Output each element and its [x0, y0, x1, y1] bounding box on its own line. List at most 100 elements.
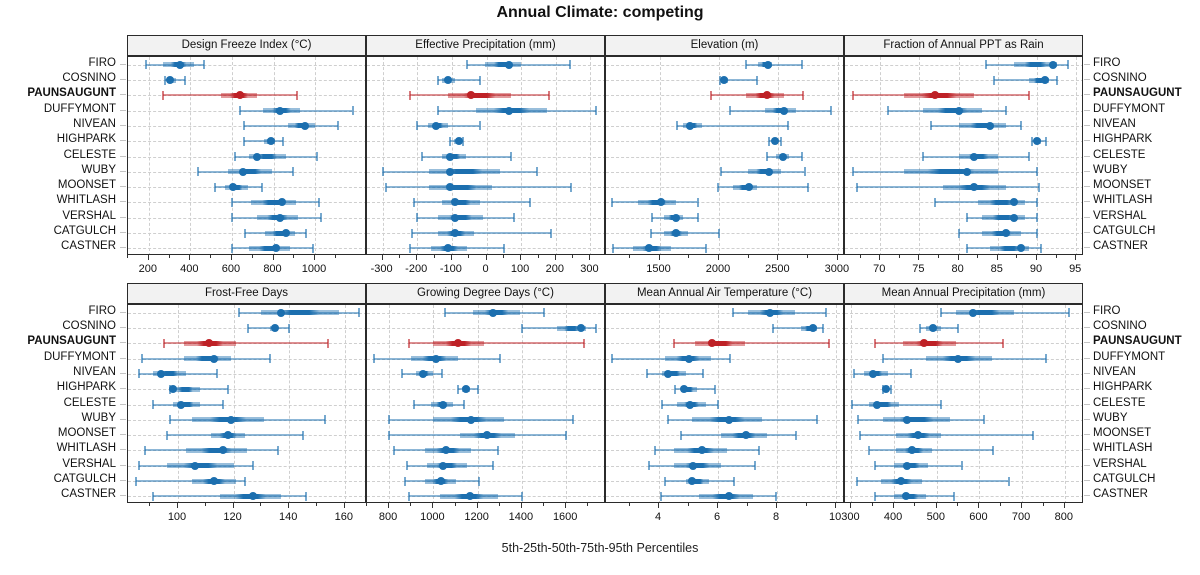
- cap-95th: [829, 106, 832, 116]
- median-dot: [419, 369, 428, 378]
- gridline-v: [590, 57, 592, 254]
- cap-95th: [992, 445, 995, 455]
- iqr-band-25-75: [484, 62, 522, 68]
- cap-95th: [714, 384, 717, 394]
- x-tick-label: 300: [580, 263, 599, 275]
- cap-5th: [135, 476, 138, 486]
- cap-95th: [733, 476, 736, 486]
- site-label-left-nivean: NIVEAN: [73, 365, 116, 378]
- cap-95th: [728, 354, 731, 364]
- cap-95th: [277, 445, 280, 455]
- median-dot: [437, 477, 446, 485]
- x-tick-label: 3000: [824, 263, 850, 275]
- cap-95th: [215, 369, 218, 379]
- whisker-5-95: [859, 434, 1033, 437]
- gridline-h: [845, 141, 1082, 143]
- cap-5th: [851, 167, 854, 177]
- x-tick-label: 8: [773, 511, 780, 523]
- x-tick-minor: [977, 255, 979, 258]
- median-dot: [686, 121, 695, 130]
- panel-strip-mean-annual-precipitation-mm-: Mean Annual Precipitation (mm): [844, 283, 1083, 304]
- gridline-h: [367, 389, 604, 391]
- cap-95th: [463, 400, 466, 409]
- median-dot: [467, 415, 475, 424]
- site-label-right-catgulch: CATGULCH: [1093, 473, 1156, 485]
- median-dot: [969, 308, 977, 317]
- row-gridline-stub-left: [120, 480, 126, 481]
- site-label-right-cosnino: COSNINO: [1093, 320, 1147, 332]
- x-tick-major: [850, 503, 852, 508]
- panel-plot-effective-precipitation-mm-: [366, 56, 605, 255]
- median-dot: [441, 446, 450, 455]
- cap-5th: [672, 338, 675, 348]
- cap-95th: [807, 182, 810, 192]
- median-dot: [1017, 244, 1026, 253]
- gridline-v: [477, 305, 479, 502]
- cap-5th: [152, 491, 154, 501]
- median-dot: [204, 339, 213, 348]
- cap-5th: [238, 308, 241, 318]
- median-dot: [226, 415, 235, 424]
- cap-5th: [168, 415, 171, 425]
- median-dot: [765, 308, 774, 317]
- row-gridline-stub-right: [1084, 434, 1090, 436]
- gridline-v: [837, 57, 839, 254]
- cap-95th: [952, 491, 955, 501]
- cap-5th: [659, 491, 662, 501]
- median-dot: [1009, 198, 1018, 207]
- iqr-band-25-75: [903, 92, 975, 98]
- site-label-right-celeste: CELESTE: [1093, 396, 1146, 409]
- median-dot: [664, 369, 672, 378]
- median-dot: [453, 339, 462, 348]
- x-tick-label: 10: [828, 511, 842, 523]
- whisker-5-95: [412, 232, 551, 234]
- gridline-v: [231, 57, 233, 254]
- cap-95th: [547, 90, 550, 100]
- cap-5th: [412, 400, 415, 409]
- cap-95th: [910, 369, 913, 379]
- cap-95th: [492, 461, 495, 471]
- cap-5th: [230, 197, 233, 207]
- x-tick-major: [177, 503, 178, 508]
- cap-5th: [140, 354, 143, 364]
- median-dot: [451, 229, 460, 237]
- x-tick-major: [147, 255, 149, 260]
- cap-95th: [528, 197, 531, 207]
- site-label-right-vershal: VERSHAL: [1093, 209, 1147, 222]
- iqr-band-25-75: [673, 463, 722, 469]
- x-tick-major: [717, 503, 719, 508]
- median-dot: [239, 167, 248, 176]
- cap-95th: [821, 323, 824, 333]
- gridline-h: [845, 404, 1082, 406]
- whisker-5-95: [422, 155, 511, 158]
- iqr-band-25-75: [186, 447, 248, 453]
- x-tick-label: 85: [990, 263, 1003, 275]
- cap-95th: [571, 415, 574, 425]
- median-dot: [176, 400, 185, 409]
- median-dot: [300, 121, 309, 130]
- gridline-h: [128, 80, 365, 81]
- site-label-left-paunsaugunt: PAUNSAUGUNT: [27, 335, 116, 348]
- row-gridline-stub-right: [1084, 94, 1090, 96]
- median-dot: [439, 461, 448, 470]
- cap-95th: [202, 60, 205, 70]
- row-gridline-stub-right: [1084, 63, 1090, 65]
- cap-95th: [754, 461, 756, 471]
- x-tick-major: [288, 503, 290, 508]
- cap-5th: [731, 308, 734, 318]
- cap-95th: [502, 243, 505, 253]
- cap-5th: [676, 121, 679, 131]
- cap-95th: [1036, 167, 1038, 177]
- median-dot: [210, 354, 219, 363]
- cap-5th: [405, 461, 408, 471]
- cap-5th: [858, 430, 861, 440]
- x-tick-major: [520, 503, 522, 508]
- x-tick-label: 2000: [705, 263, 731, 275]
- gridline-h: [606, 156, 843, 158]
- median-dot: [644, 244, 653, 253]
- iqr-band-25-75: [250, 199, 297, 205]
- iqr-band-25-75: [153, 371, 187, 377]
- x-tick-major: [1021, 503, 1023, 508]
- row-gridline-stub-left: [120, 140, 126, 142]
